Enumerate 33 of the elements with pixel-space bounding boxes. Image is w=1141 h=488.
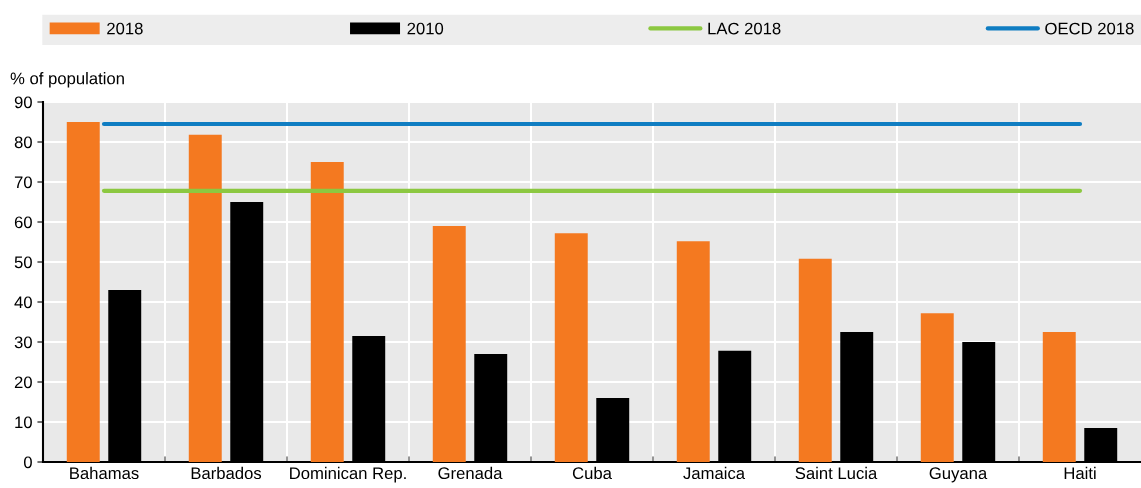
y-axis-title: % of population — [10, 72, 124, 88]
x-tick-label: Barbados — [191, 466, 262, 480]
x-tick-label: Guyana — [929, 467, 988, 483]
bar — [676, 241, 710, 462]
y-tick-label: 60 — [14, 216, 32, 229]
legend-label: 2010 — [407, 22, 444, 35]
x-tick-label: Grenada — [438, 466, 503, 480]
legend-label: OECD 2018 — [1045, 22, 1134, 35]
bar — [432, 226, 466, 462]
y-tick-label: 0 — [23, 456, 32, 469]
x-tick-label: Bahamas — [70, 466, 139, 480]
bar — [798, 258, 832, 462]
x-tick-label: Haiti — [1064, 466, 1096, 480]
x-tick-label: Dominican Rep. — [290, 466, 406, 483]
y-tick-label: 10 — [15, 416, 32, 429]
y-tick-label: 70 — [14, 176, 32, 189]
y-tick-label: 90 — [14, 96, 32, 109]
bar — [188, 134, 222, 462]
x-tick-label: Cuba — [572, 466, 612, 480]
y-tick-label: 50 — [14, 256, 32, 269]
legend-label: LAC 2018 — [708, 22, 781, 35]
y-tick-label: 40 — [14, 296, 32, 309]
y-tick-label: 20 — [14, 376, 32, 389]
legend-label: 2018 — [107, 22, 143, 35]
bar — [1042, 332, 1076, 462]
y-tick-label: 30 — [14, 336, 32, 349]
bar — [310, 162, 344, 462]
y-tick-label: 80 — [14, 136, 32, 149]
x-tick-label: Saint Lucia — [795, 466, 878, 480]
bar — [66, 122, 100, 462]
x-tick-label: Jamaica — [683, 466, 746, 480]
bar — [920, 313, 954, 462]
bar — [554, 233, 588, 462]
